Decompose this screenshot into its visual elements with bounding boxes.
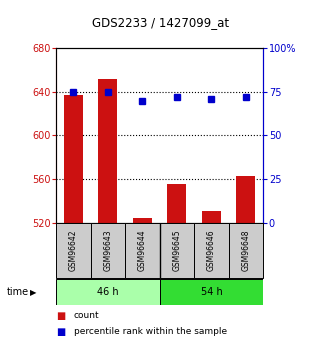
Text: GSM96646: GSM96646 <box>207 229 216 271</box>
Text: GSM96643: GSM96643 <box>103 229 112 271</box>
Text: GDS2233 / 1427099_at: GDS2233 / 1427099_at <box>92 16 229 29</box>
Text: 54 h: 54 h <box>201 287 222 297</box>
Text: count: count <box>74 311 100 320</box>
Bar <box>64 95 83 223</box>
Bar <box>56 279 160 305</box>
Bar <box>133 218 152 223</box>
Text: GSM96644: GSM96644 <box>138 229 147 271</box>
Bar <box>160 279 263 305</box>
Text: 46 h: 46 h <box>97 287 119 297</box>
Text: time: time <box>6 287 29 297</box>
Bar <box>99 79 117 223</box>
Text: GSM96645: GSM96645 <box>172 229 181 271</box>
Text: GSM96648: GSM96648 <box>241 229 250 271</box>
Bar <box>160 223 194 278</box>
Bar <box>125 223 160 278</box>
Bar <box>56 223 91 278</box>
Bar <box>202 210 221 223</box>
Text: ▶: ▶ <box>30 288 36 297</box>
Text: percentile rank within the sample: percentile rank within the sample <box>74 327 227 336</box>
Bar <box>91 223 125 278</box>
Bar <box>237 176 256 223</box>
Text: GSM96642: GSM96642 <box>69 229 78 271</box>
Text: ■: ■ <box>56 311 65 321</box>
Bar <box>194 223 229 278</box>
Text: ■: ■ <box>56 327 65 337</box>
Bar <box>168 185 187 223</box>
Bar <box>229 223 263 278</box>
